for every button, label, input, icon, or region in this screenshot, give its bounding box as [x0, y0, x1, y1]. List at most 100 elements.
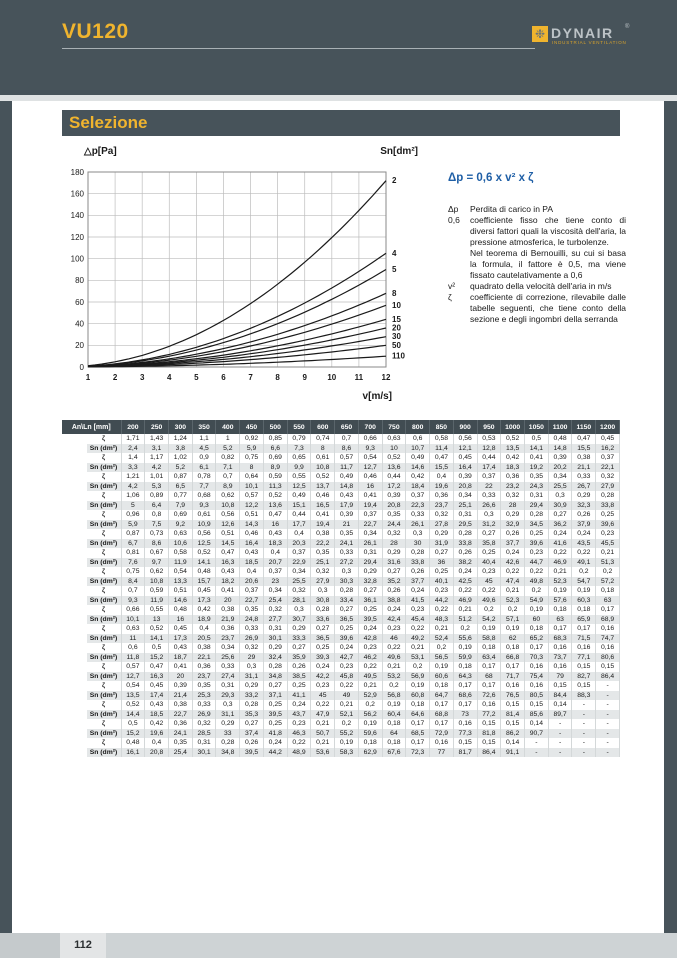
table-cell: 0,25: [524, 529, 549, 539]
table-cell: 35,2: [382, 576, 407, 586]
table-cell: 0,69: [263, 453, 288, 463]
table-cell: 60: [524, 614, 549, 624]
table-cell: 74,7: [595, 633, 620, 643]
table-cell: -: [595, 747, 620, 757]
table-cell: 41,1: [287, 690, 312, 700]
table-cell: 28,5: [192, 728, 217, 738]
table-cell: 0,25: [287, 681, 312, 691]
table-cell: 53,6: [310, 747, 336, 757]
table-cell: 32,8: [358, 576, 383, 586]
table-cell: 19,2: [524, 462, 549, 472]
table-cell: 18,5: [239, 557, 264, 567]
table-cell: 81,4: [500, 709, 525, 719]
table-cell: 18,3: [500, 462, 525, 472]
header-band: VU120 ❉ DYNAIR ® INDUSTRIAL VENTILATION: [0, 0, 677, 95]
row-label-sn: Sn (dm²): [86, 576, 122, 586]
table-row: Sn (dm²) 11 14,1 17,3 20,5 23,7 26,9 30,1 33,3 36…: [62, 633, 620, 643]
curve-sn-2: [87, 180, 387, 367]
definition-text: coefficiente fisso che tiene conto di di…: [470, 215, 626, 281]
table-cell: 54,2: [477, 614, 502, 624]
table-cell: 0,44: [382, 472, 407, 482]
table-cell: 0,28: [215, 738, 241, 748]
table-cell: 0,66: [358, 434, 383, 444]
table-cell: 0,19: [477, 624, 502, 634]
table-cell: 32,9: [500, 519, 525, 529]
table-cell: 16,4: [453, 462, 478, 472]
table-row: 450 ζ 0,87 0,73 0,63 0,56 0,51 0,46 0,43 0,4 0,38 0…: [62, 529, 620, 549]
row-header-an: 1000: [62, 738, 87, 758]
table-cell: 0,38: [310, 529, 336, 539]
table-cell: 0,92: [239, 434, 264, 444]
table-cell: 68: [477, 671, 502, 681]
table-cell: 13,6: [263, 500, 288, 510]
table-cell: 0,24: [263, 738, 288, 748]
definition-06: 0,6 coefficiente fisso che tiene conto d…: [448, 215, 626, 281]
table-cell: 0,41: [524, 453, 549, 463]
column-header: 250: [144, 420, 169, 434]
table-cell: 26,1: [358, 538, 383, 548]
table-cell: 47,4: [500, 576, 525, 586]
y-tick-label: 20: [75, 341, 84, 350]
table-cell: -: [595, 719, 620, 729]
table-cell: 41,8: [263, 728, 288, 738]
table-cell: 0,21: [405, 643, 431, 653]
table-cell: 91,1: [500, 747, 525, 757]
table-cell: 57,1: [500, 614, 525, 624]
table-cell: 45,8: [334, 671, 359, 681]
table-cell: 17,3: [192, 595, 217, 605]
table-cell: 0,77: [168, 491, 193, 501]
table-cell: 33,3: [287, 633, 312, 643]
table-cell: 0,16: [429, 738, 454, 748]
table-cell: 4,2: [144, 462, 169, 472]
table-cell: 16,3: [215, 557, 241, 567]
table-cell: 23,7: [215, 633, 241, 643]
definition-term: 0,6: [448, 215, 460, 225]
table-cell: 0,48: [548, 434, 573, 444]
table-row: 800 ζ 0,57 0,47 0,41 0,36 0,33 0,3 0,28 0,26 0,24 0…: [62, 662, 620, 682]
table-cell: 0,24: [334, 643, 359, 653]
table-cell: 56,5: [429, 652, 454, 662]
table-cell: 0,26: [239, 738, 264, 748]
table-cell: 0,25: [429, 567, 454, 577]
table-cell: 16: [168, 614, 193, 624]
table-cell: 14,1: [144, 633, 169, 643]
page-number: 112: [60, 933, 106, 958]
table-cell: 0,47: [215, 548, 241, 558]
table-cell: 0,66: [121, 605, 146, 615]
table-cell: 13,5: [121, 690, 146, 700]
table-cell: 0,17: [477, 662, 502, 672]
table-cell: 0,27: [263, 681, 288, 691]
table-cell: 56,8: [382, 690, 407, 700]
table-cell: 13,7: [310, 481, 336, 491]
table-cell: 0,19: [334, 738, 359, 748]
column-header: 1200: [595, 420, 620, 434]
table-cell: 0,43: [263, 529, 288, 539]
table-cell: 0,59: [263, 472, 288, 482]
table-cell: 16,3: [144, 671, 169, 681]
table-cell: 8,4: [121, 576, 146, 586]
table-cell: 63: [595, 595, 620, 605]
table-cell: 56,2: [358, 709, 383, 719]
table-cell: 53,2: [382, 671, 407, 681]
table-cell: 0,24: [571, 529, 597, 539]
table-cell: 65,9: [571, 614, 597, 624]
table-cell: 21,9: [215, 614, 241, 624]
table-cell: 17,2: [382, 481, 407, 491]
table-cell: 0,27: [548, 510, 573, 520]
table-cell: 0,33: [477, 491, 502, 501]
table-cell: 10,8: [310, 462, 336, 472]
table-cell: 14,6: [405, 462, 431, 472]
table-cell: 22,9: [287, 557, 312, 567]
table-cell: 0,29: [263, 643, 288, 653]
table-cell: 44,2: [429, 595, 454, 605]
table-cell: 0,61: [310, 453, 336, 463]
table-cell: 15,7: [192, 576, 217, 586]
table-cell: 0,23: [310, 681, 336, 691]
table-cell: 0,18: [477, 643, 502, 653]
table-cell: 11,9: [144, 595, 169, 605]
row-header-an: 750: [62, 643, 87, 663]
table-cell: 0,81: [121, 548, 146, 558]
right-margin-band: [664, 101, 677, 933]
table-cell: 64,3: [453, 671, 478, 681]
